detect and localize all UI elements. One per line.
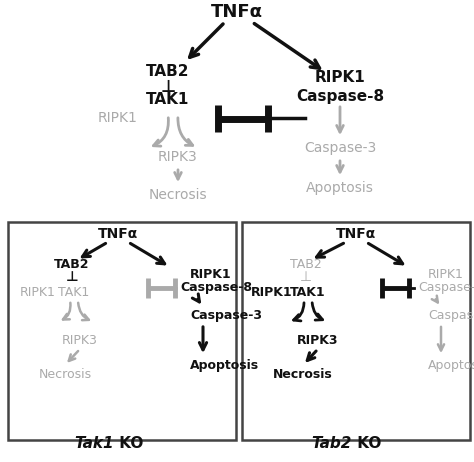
Text: TAK1: TAK1	[58, 286, 90, 298]
Text: RIPK1: RIPK1	[20, 286, 56, 298]
Text: Caspase-8: Caspase-8	[418, 280, 474, 293]
Text: TAK1: TAK1	[146, 92, 190, 108]
Text: Apoptosis: Apoptosis	[190, 359, 259, 371]
Text: RIPK3: RIPK3	[62, 334, 98, 346]
Text: TAB2: TAB2	[146, 65, 190, 79]
Text: TAK1: TAK1	[290, 286, 326, 298]
Text: RIPK3: RIPK3	[297, 334, 339, 346]
Text: Necrosis: Necrosis	[273, 369, 333, 382]
Text: TAB2: TAB2	[290, 259, 322, 272]
Text: Caspase-3: Caspase-3	[304, 141, 376, 155]
Text: RIPK1: RIPK1	[315, 71, 365, 85]
Text: ⊥: ⊥	[160, 78, 176, 96]
Text: TAB2: TAB2	[54, 259, 90, 272]
FancyBboxPatch shape	[242, 222, 470, 440]
Text: KO: KO	[352, 437, 382, 451]
Text: Necrosis: Necrosis	[149, 188, 207, 202]
Text: TNFα: TNFα	[211, 3, 263, 21]
Text: TNFα: TNFα	[98, 227, 138, 241]
Text: Caspase-3: Caspase-3	[190, 309, 262, 322]
Text: ⊥: ⊥	[300, 270, 312, 284]
Text: RIPK3: RIPK3	[158, 150, 198, 164]
Text: RIPK1: RIPK1	[98, 111, 138, 125]
Text: Tab2: Tab2	[311, 437, 352, 451]
FancyBboxPatch shape	[8, 222, 236, 440]
Text: KO: KO	[114, 437, 143, 451]
Text: Caspase-8: Caspase-8	[180, 280, 252, 293]
Text: RIPK1: RIPK1	[190, 268, 232, 281]
Text: Caspase-8: Caspase-8	[296, 89, 384, 103]
Text: Caspase-3: Caspase-3	[428, 309, 474, 322]
Text: ⊥: ⊥	[66, 270, 78, 284]
Text: Apoptosis: Apoptosis	[306, 181, 374, 195]
Text: Necrosis: Necrosis	[38, 369, 91, 382]
Text: Tak1: Tak1	[74, 437, 114, 451]
Text: TNFα: TNFα	[336, 227, 376, 241]
Text: RIPK1: RIPK1	[251, 286, 293, 298]
Text: RIPK1: RIPK1	[428, 268, 464, 281]
Text: Apoptosis: Apoptosis	[428, 359, 474, 371]
